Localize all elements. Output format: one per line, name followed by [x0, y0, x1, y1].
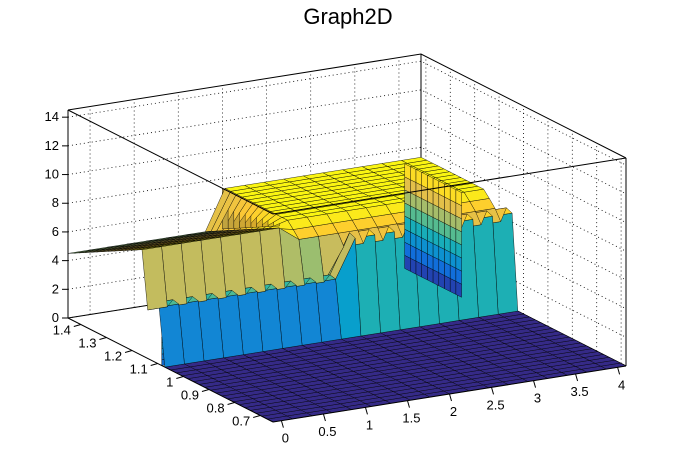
surface-patch: [415, 168, 422, 186]
top-right-edge: [272, 157, 627, 215]
z-tick-label: 4: [52, 253, 59, 268]
surface: [67, 157, 627, 423]
x-tick-label: 1.5: [402, 411, 420, 426]
surface-patch: [438, 180, 445, 198]
x-tick-label: 1: [366, 417, 373, 432]
y-tick: [227, 402, 235, 405]
x-tick: [280, 420, 284, 428]
surface-patch: [404, 163, 411, 181]
y-tick-label: 0.9: [181, 388, 199, 403]
z-tick-label: 14: [45, 109, 59, 124]
y-tick: [99, 337, 107, 340]
x-tick-label: 0.5: [318, 424, 336, 439]
y-tick: [73, 324, 81, 327]
x-tick: [575, 373, 579, 382]
z-tick-label: 10: [45, 167, 59, 182]
z-tick-label: 12: [45, 138, 59, 153]
top-back-edge: [67, 53, 627, 159]
x-tick: [491, 387, 495, 395]
z-tick-label: 6: [52, 224, 59, 239]
surface-patch: [421, 171, 428, 189]
x-tick: [364, 407, 368, 415]
surface-patch: [410, 166, 417, 183]
z-tick-label: 8: [52, 195, 59, 210]
y-tick: [150, 363, 158, 366]
x-tick: [449, 393, 452, 402]
surface-patch: [67, 249, 94, 254]
y-tick-label: 0.7: [232, 414, 250, 429]
y-tick-label: 1: [166, 375, 173, 390]
x-tick-label: 0: [282, 431, 289, 446]
y-tick-label: 1.1: [130, 362, 148, 377]
x-tick: [406, 400, 410, 408]
y-tick-label: 1.2: [104, 349, 122, 364]
z-tick-label: 2: [52, 281, 59, 296]
surface-patch: [455, 189, 462, 207]
z-grid-line: [67, 60, 627, 166]
surface-patch: [449, 186, 457, 204]
top-front-edge: [67, 109, 274, 215]
z-tick-label: 0: [52, 310, 59, 325]
y-tick-label: 1.3: [78, 336, 96, 351]
chart-title: Graph2D: [303, 4, 393, 29]
y-axis: [67, 317, 274, 423]
y-tick: [253, 415, 261, 418]
y-tick: [201, 389, 210, 392]
x-tick-label: 2: [450, 404, 457, 419]
surface-patch: [432, 177, 440, 195]
x-tick: [322, 413, 326, 422]
y-tick-label: 0.8: [206, 401, 224, 416]
x-tick-label: 3: [534, 391, 541, 406]
x-tick: [533, 380, 537, 388]
y-tick: [176, 376, 184, 379]
x-tick: [617, 367, 621, 375]
y-tick: [124, 350, 133, 353]
front-frame: [67, 109, 627, 366]
x-tick-label: 3.5: [571, 384, 589, 399]
y-tick-label: 1.4: [53, 323, 71, 338]
x-tick-label: 2.5: [486, 397, 504, 412]
x-tick-label: 4: [618, 377, 625, 392]
